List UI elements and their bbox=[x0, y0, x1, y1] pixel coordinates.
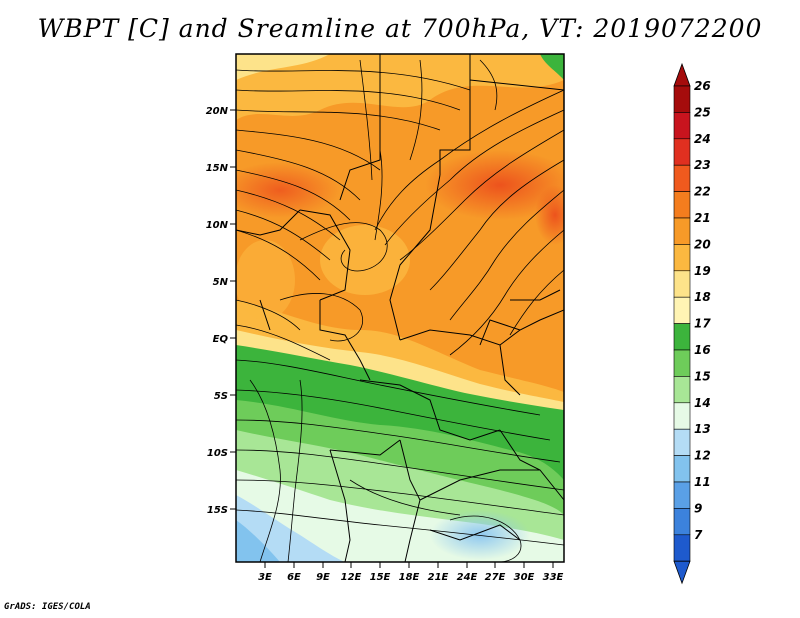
colorbar-label: 11 bbox=[694, 475, 711, 489]
colorbar: 26 25 24 23 22 21 20 19 18 17 16 15 14 13 12 11 9 7 bbox=[673, 62, 711, 585]
lat-label: 15S bbox=[207, 505, 228, 516]
lon-label: 30E bbox=[514, 572, 535, 583]
country-borders bbox=[236, 54, 564, 562]
colorbar-swatch bbox=[673, 376, 691, 404]
colorbar-bottom-arrow bbox=[673, 560, 691, 585]
colorbar-label: 23 bbox=[694, 158, 711, 172]
colorbar-top-arrow bbox=[673, 62, 691, 87]
wbpt-field bbox=[236, 54, 564, 562]
colorbar-label: 14 bbox=[694, 396, 711, 410]
colorbar-swatch bbox=[673, 534, 691, 562]
colorbar-swatch bbox=[673, 85, 691, 113]
lat-label: EQ bbox=[213, 334, 229, 345]
lon-label: 21E bbox=[428, 572, 449, 583]
lon-label: 12E bbox=[341, 572, 362, 583]
lon-label: 33E bbox=[543, 572, 564, 583]
colorbar-swatch bbox=[673, 112, 691, 140]
colorbar-label: 17 bbox=[694, 317, 711, 331]
colorbar-swatch bbox=[673, 349, 691, 377]
colorbar-swatch bbox=[673, 164, 691, 192]
lat-label: 20N bbox=[206, 106, 229, 117]
colorbar-swatch bbox=[673, 270, 691, 298]
lon-label: 27E bbox=[485, 572, 506, 583]
colorbar-label: 21 bbox=[694, 211, 711, 225]
colorbar-swatch bbox=[673, 191, 691, 219]
colorbar-swatch bbox=[673, 217, 691, 245]
colorbar-label: 26 bbox=[694, 79, 711, 93]
colorbar-label: 7 bbox=[694, 528, 703, 542]
colorbar-swatch bbox=[673, 508, 691, 536]
colorbar-label: 24 bbox=[694, 132, 711, 146]
colorbar-label: 16 bbox=[694, 343, 711, 357]
colorbar-label: 13 bbox=[694, 422, 711, 436]
colorbar-label: 22 bbox=[694, 185, 711, 199]
lat-label: 5N bbox=[213, 277, 229, 288]
colorbar-label: 12 bbox=[694, 449, 711, 463]
lat-label: 10N bbox=[206, 220, 229, 231]
colorbar-swatch bbox=[673, 455, 691, 483]
colorbar-label: 9 bbox=[694, 501, 702, 515]
colorbar-swatch bbox=[673, 428, 691, 456]
lon-label: 3E bbox=[258, 572, 272, 583]
longitude-axis: 3E 6E 9E 12E 15E 18E 21E 24E 27E 30E 33E bbox=[258, 562, 564, 583]
latitude-axis: 20N 15N 10N 5N EQ 5S 10S 15S bbox=[206, 106, 236, 516]
colorbar-swatch bbox=[673, 323, 691, 351]
streamlines bbox=[236, 59, 564, 562]
lon-label: 15E bbox=[370, 572, 391, 583]
lon-label: 6E bbox=[287, 572, 301, 583]
lon-label: 24E bbox=[457, 572, 478, 583]
map-title: WBPT [C] and Sreamline at 700hPa, VT: 20… bbox=[37, 14, 763, 43]
lat-label: 10S bbox=[207, 448, 228, 459]
map-frame bbox=[235, 53, 565, 563]
colorbar-swatch bbox=[673, 296, 691, 324]
footer-credit: GrADS: IGES/COLA bbox=[4, 602, 91, 612]
colorbar-swatch bbox=[673, 244, 691, 272]
lon-label: 9E bbox=[316, 572, 330, 583]
lat-label: 5S bbox=[214, 391, 228, 402]
colorbar-swatch bbox=[673, 402, 691, 430]
colorbar-label: 19 bbox=[694, 264, 711, 278]
colorbar-label: 18 bbox=[694, 290, 711, 304]
colorbar-label: 25 bbox=[694, 105, 711, 119]
colorbar-label: 20 bbox=[694, 237, 711, 251]
lat-label: 15N bbox=[206, 163, 229, 174]
colorbar-swatch bbox=[673, 481, 691, 509]
colorbar-swatch bbox=[673, 138, 691, 166]
lon-label: 18E bbox=[399, 572, 420, 583]
colorbar-label: 15 bbox=[694, 369, 711, 383]
